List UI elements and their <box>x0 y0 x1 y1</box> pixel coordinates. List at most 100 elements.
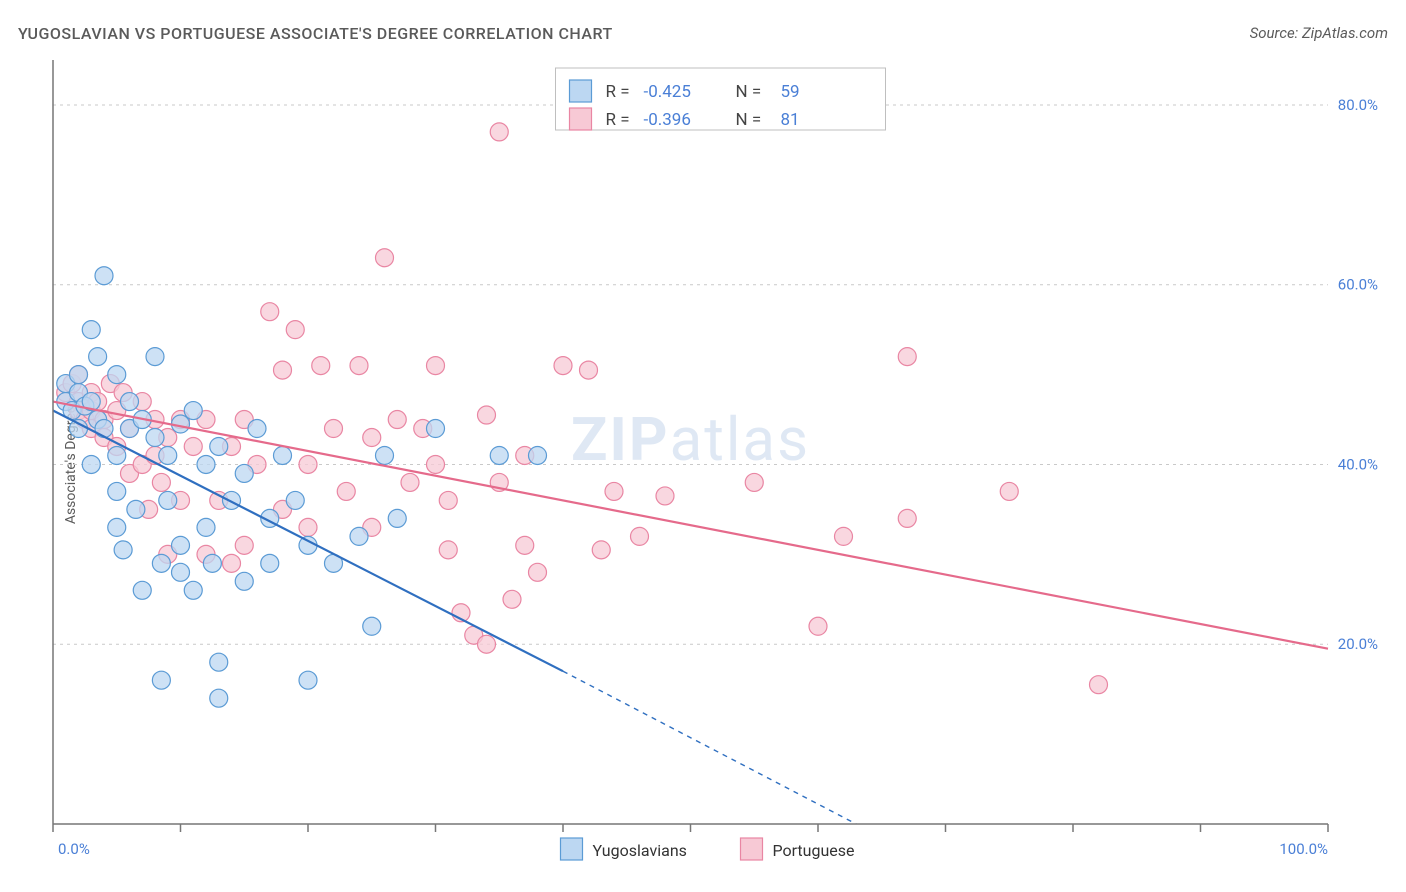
data-point <box>529 446 547 464</box>
data-point <box>210 689 228 707</box>
data-point <box>835 527 853 545</box>
data-point <box>745 473 763 491</box>
legend-r-label: R = <box>606 82 630 102</box>
legend-n-value: 81 <box>781 110 800 130</box>
legend-r-label: R = <box>606 110 630 130</box>
data-point <box>350 357 368 375</box>
data-point <box>631 527 649 545</box>
data-point <box>108 518 126 536</box>
trend-line <box>53 411 563 672</box>
data-point <box>184 581 202 599</box>
y-tick-label: 80.0% <box>1338 96 1378 114</box>
data-point <box>388 411 406 429</box>
data-point <box>108 366 126 384</box>
y-tick-label: 40.0% <box>1338 455 1378 473</box>
data-point <box>172 563 190 581</box>
data-point <box>656 487 674 505</box>
data-point <box>401 473 419 491</box>
data-point <box>152 473 170 491</box>
data-point <box>1090 676 1108 694</box>
data-point <box>299 455 317 473</box>
data-point <box>203 554 221 572</box>
legend-n-value: 59 <box>781 82 800 102</box>
chart-area: Associate's Degree ZIPatlas0.0%100.0%20.… <box>18 55 1388 874</box>
data-point <box>127 500 145 518</box>
legend-series-label: Portuguese <box>773 841 855 860</box>
data-point <box>299 518 317 536</box>
data-point <box>376 249 394 267</box>
data-point <box>146 348 164 366</box>
data-point <box>427 455 445 473</box>
data-point <box>261 303 279 321</box>
data-point <box>235 464 253 482</box>
x-tick-label: 100.0% <box>1279 840 1328 858</box>
legend-swatch <box>561 838 583 860</box>
legend-r-value: -0.396 <box>644 110 691 130</box>
data-point <box>223 554 241 572</box>
data-point <box>286 321 304 339</box>
data-point <box>82 455 100 473</box>
data-point <box>70 420 88 438</box>
data-point <box>529 563 547 581</box>
data-point <box>554 357 572 375</box>
data-point <box>235 572 253 590</box>
data-point <box>350 527 368 545</box>
data-point <box>312 357 330 375</box>
legend-swatch <box>741 838 763 860</box>
data-point <box>114 541 132 559</box>
legend-r-value: -0.425 <box>644 82 691 102</box>
data-point <box>184 402 202 420</box>
legend-n-label: N = <box>736 110 762 130</box>
data-point <box>478 635 496 653</box>
data-point <box>592 541 610 559</box>
data-point <box>286 491 304 509</box>
data-point <box>197 455 215 473</box>
chart-title: YUGOSLAVIAN VS PORTUGUESE ASSOCIATE'S DE… <box>18 24 613 43</box>
data-point <box>439 541 457 559</box>
data-point <box>223 491 241 509</box>
data-point <box>197 518 215 536</box>
chart-source: Source: ZipAtlas.com <box>1250 24 1388 42</box>
data-point <box>439 491 457 509</box>
data-point <box>121 393 139 411</box>
data-point <box>427 357 445 375</box>
scatter-plot: ZIPatlas0.0%100.0%20.0%40.0%60.0%80.0%R … <box>18 55 1388 874</box>
data-point <box>95 267 113 285</box>
data-point <box>427 420 445 438</box>
data-point <box>248 420 266 438</box>
watermark: ZIPatlas <box>571 404 810 475</box>
data-point <box>503 590 521 608</box>
data-point <box>133 581 151 599</box>
data-point <box>325 420 343 438</box>
data-point <box>159 446 177 464</box>
data-point <box>898 509 916 527</box>
data-point <box>146 429 164 447</box>
data-point <box>376 446 394 464</box>
data-point <box>580 361 598 379</box>
data-point <box>490 446 508 464</box>
data-point <box>108 482 126 500</box>
y-tick-label: 60.0% <box>1338 276 1378 294</box>
data-point <box>70 366 88 384</box>
data-point <box>363 429 381 447</box>
x-tick-label: 0.0% <box>58 840 90 858</box>
data-point <box>898 348 916 366</box>
data-point <box>159 491 177 509</box>
data-point <box>152 554 170 572</box>
data-point <box>89 348 107 366</box>
data-point <box>210 653 228 671</box>
data-point <box>274 361 292 379</box>
chart-header: YUGOSLAVIAN VS PORTUGUESE ASSOCIATE'S DE… <box>18 18 1388 48</box>
data-point <box>809 617 827 635</box>
data-point <box>1000 482 1018 500</box>
data-point <box>299 671 317 689</box>
data-point <box>299 536 317 554</box>
trend-line-extrapolated <box>563 671 856 824</box>
legend-series-label: Yugoslavians <box>593 841 687 860</box>
data-point <box>388 509 406 527</box>
data-point <box>274 446 292 464</box>
data-point <box>172 536 190 554</box>
data-point <box>108 446 126 464</box>
data-point <box>82 321 100 339</box>
data-point <box>337 482 355 500</box>
